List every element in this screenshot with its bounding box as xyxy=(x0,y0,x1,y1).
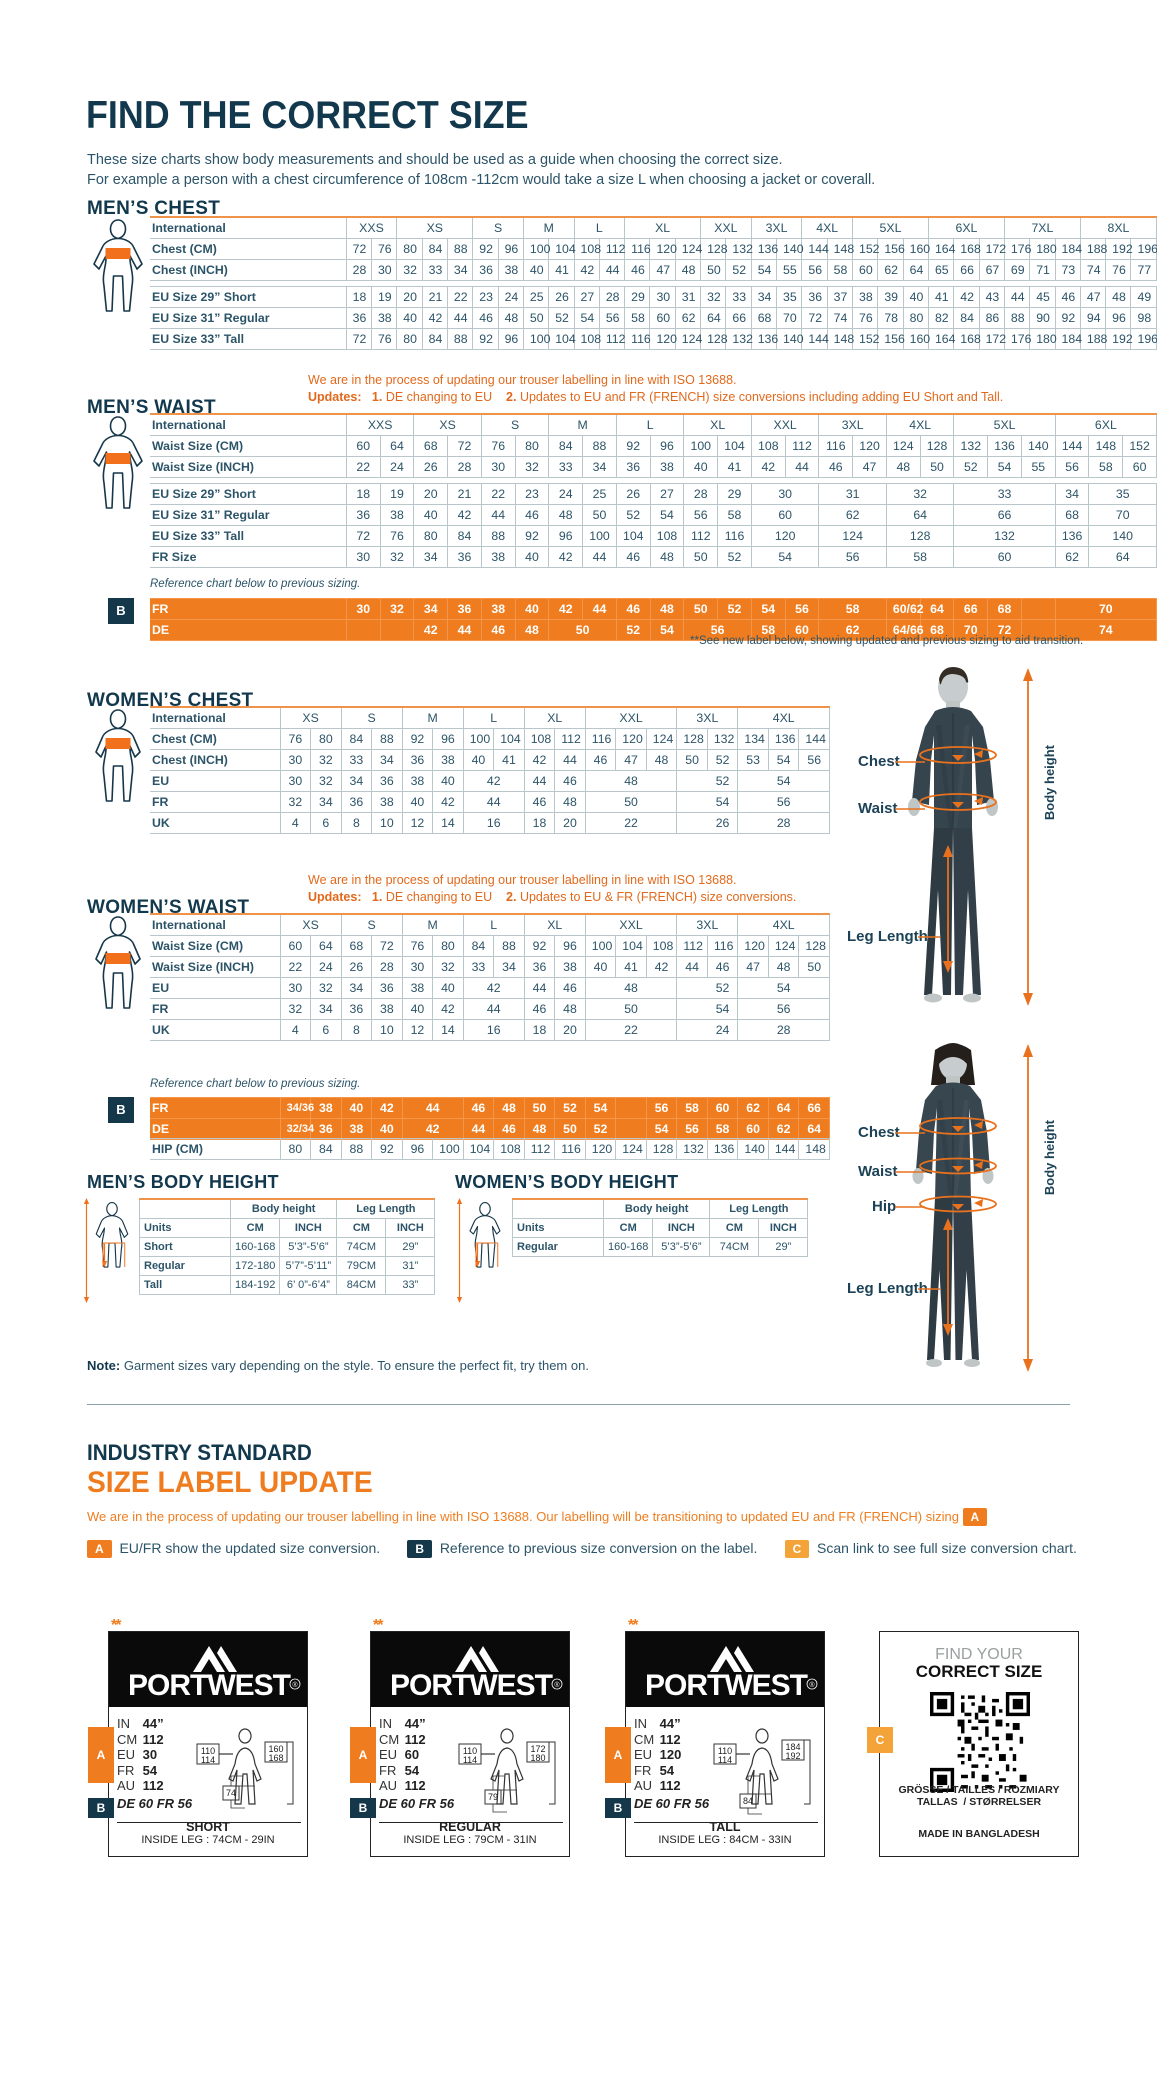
svg-text:PORTWEST: PORTWEST xyxy=(390,1669,553,1702)
svg-text:PORTWEST: PORTWEST xyxy=(645,1669,808,1702)
svg-text:®: ® xyxy=(554,1681,560,1689)
svg-text:84: 84 xyxy=(743,1796,753,1806)
svg-text:®: ® xyxy=(292,1681,298,1689)
svg-text:114: 114 xyxy=(201,1755,215,1765)
svg-text:114: 114 xyxy=(718,1755,732,1765)
svg-text:180: 180 xyxy=(530,1753,545,1763)
svg-text:74: 74 xyxy=(226,1788,236,1798)
svg-text:79: 79 xyxy=(488,1792,498,1802)
svg-text:®: ® xyxy=(809,1681,815,1689)
svg-text:168: 168 xyxy=(268,1753,283,1763)
svg-text:192: 192 xyxy=(785,1751,800,1761)
svg-text:PORTWEST: PORTWEST xyxy=(128,1669,291,1702)
svg-text:114: 114 xyxy=(463,1755,477,1765)
